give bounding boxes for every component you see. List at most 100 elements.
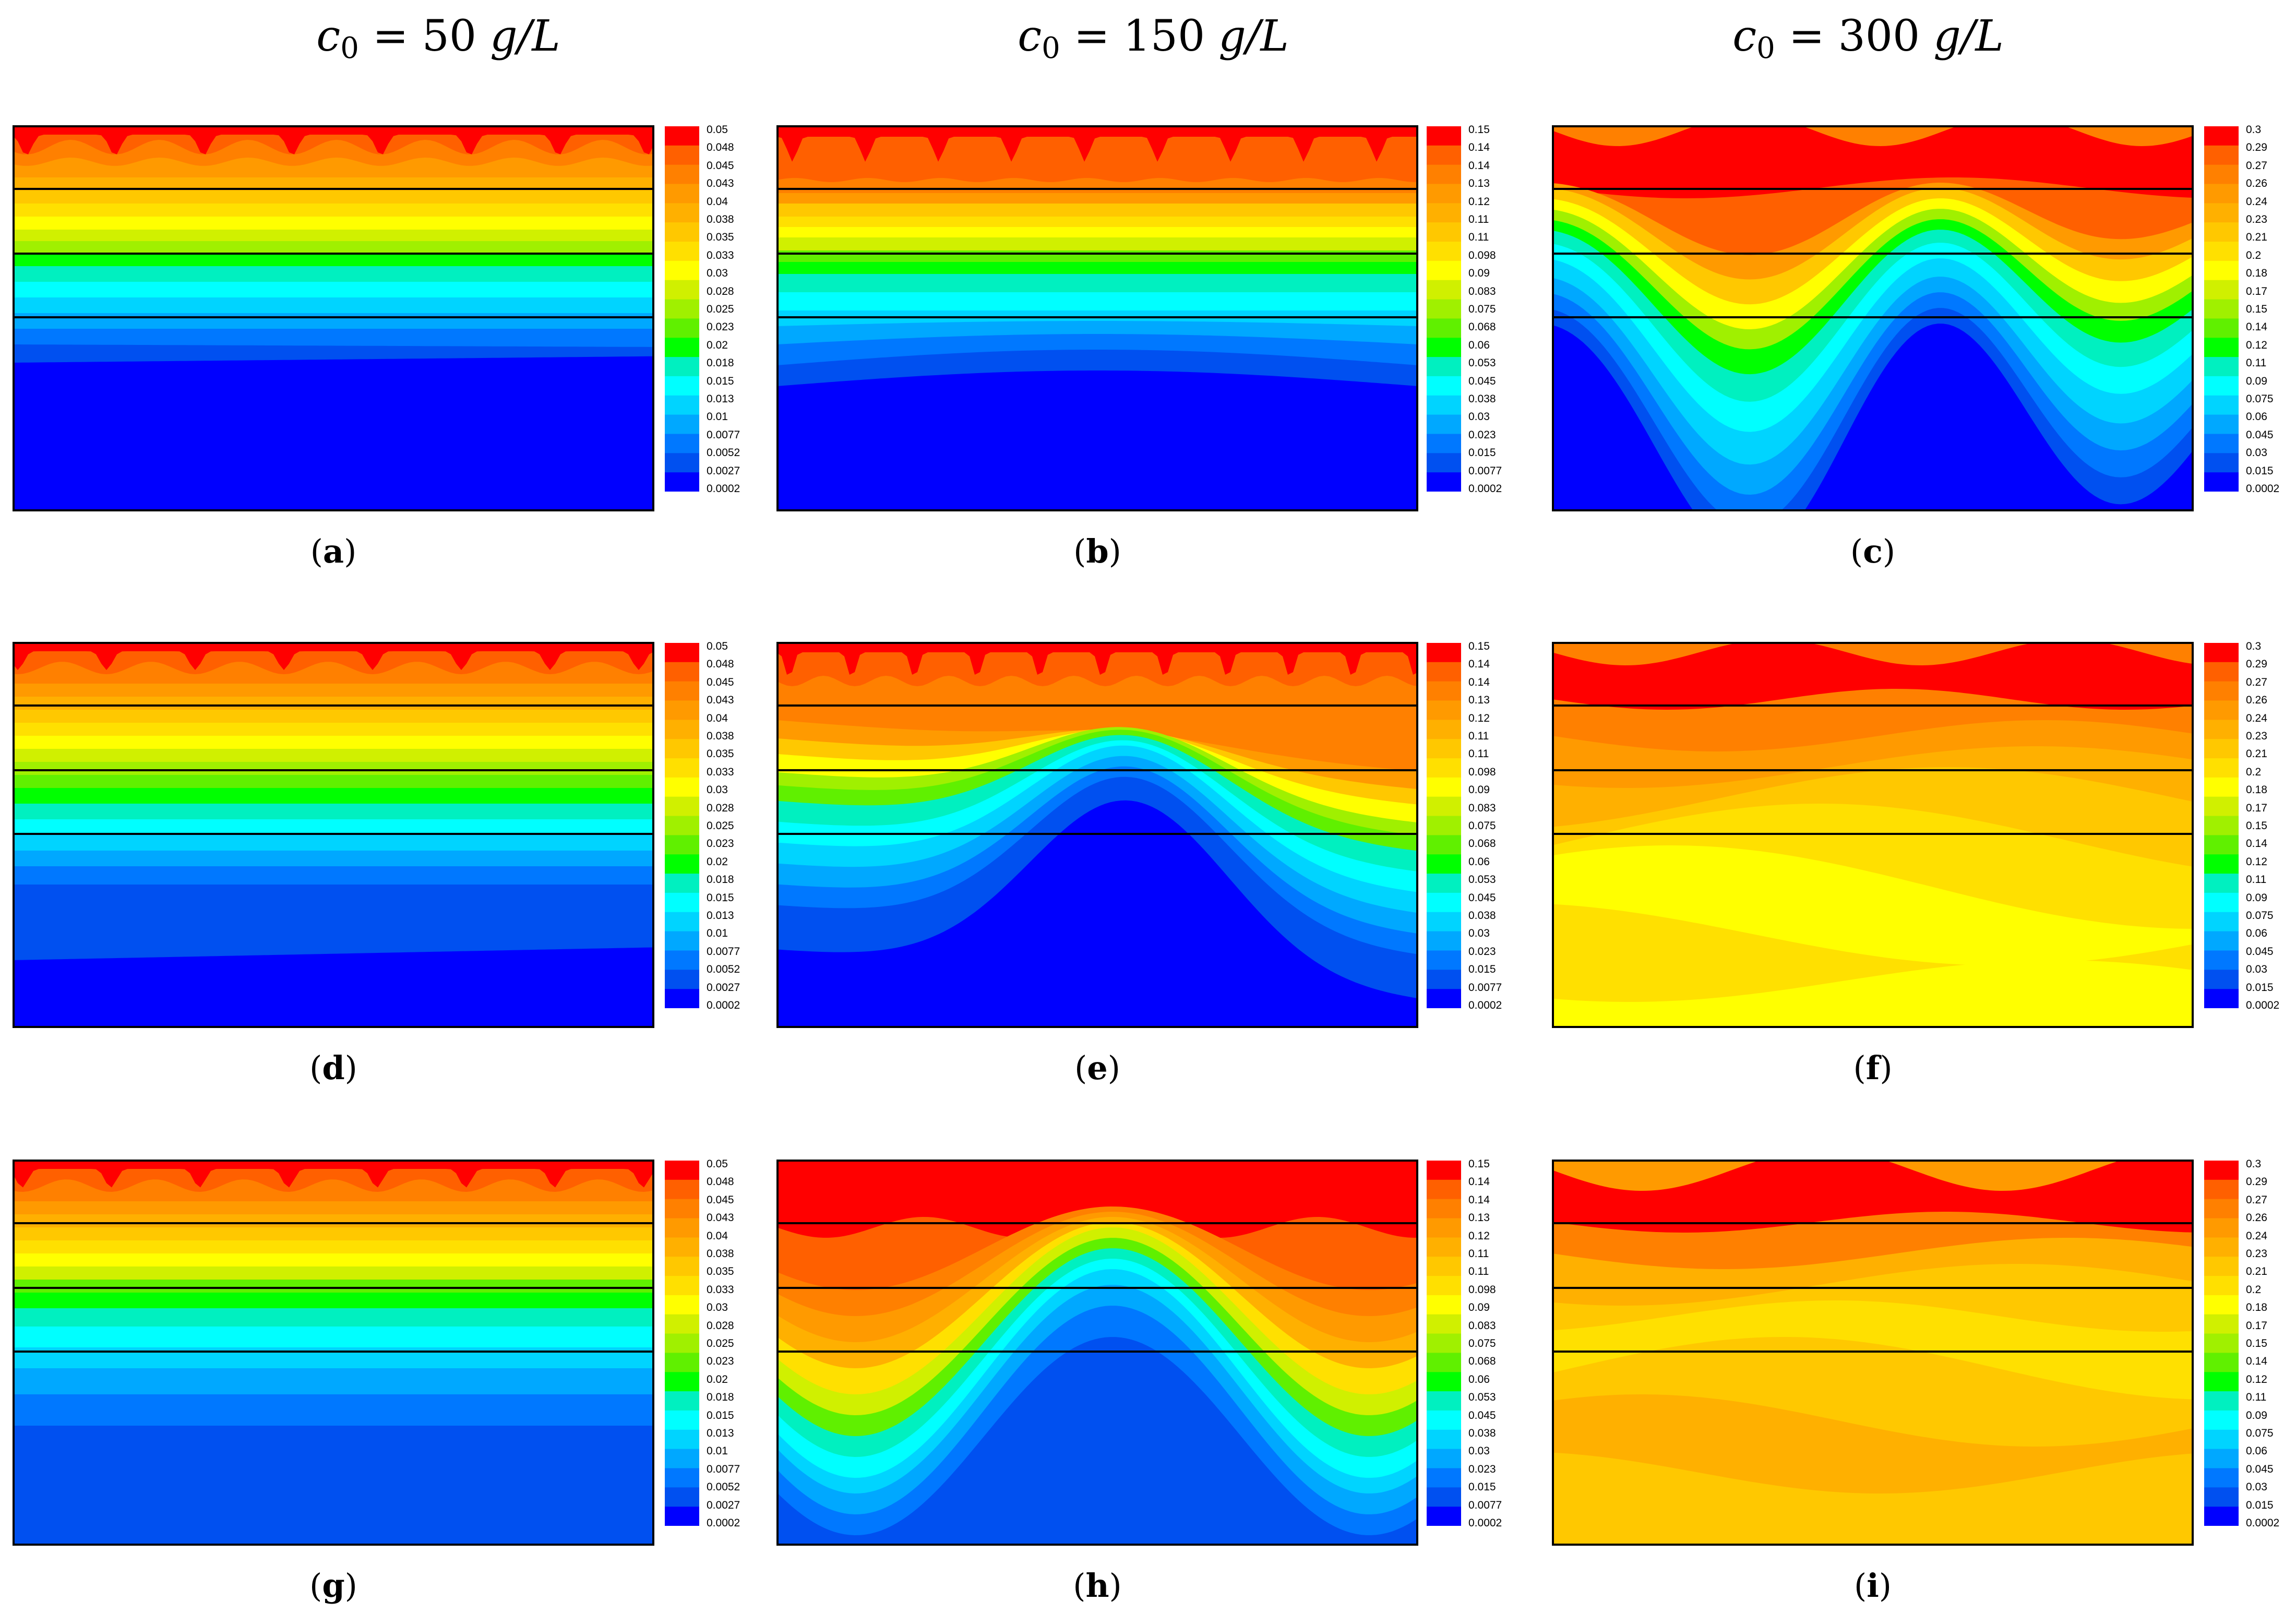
colorbar-swatch: [2204, 1314, 2239, 1334]
colorbar-tick-label: 0.11: [1468, 1248, 1489, 1260]
colorbar-swatch: [1427, 662, 1461, 682]
colorbar-swatch: [1427, 854, 1461, 874]
colorbar-tick-label: 0.13: [1468, 177, 1490, 190]
colorbar-swatch: [1427, 222, 1461, 242]
colorbar-tick-label: 0.083: [1468, 285, 1496, 297]
colorbar-tick-label: 0.018: [707, 1391, 734, 1404]
colorbar-tick-label: 0.24: [2246, 195, 2267, 208]
colorbar-swatch: [665, 145, 699, 165]
colorbar-tick-label: 0.03: [707, 1301, 728, 1314]
colorbar-swatch: [2204, 796, 2239, 817]
colorbar-swatch: [2204, 338, 2239, 357]
colorbar-tick-label: 0.11: [1468, 730, 1489, 742]
colorbar-tick-label: 0.06: [1468, 339, 1490, 351]
colorbar-tick-label: 0.0027: [707, 464, 740, 477]
colorbar-swatch: [2204, 1372, 2239, 1392]
colorbar-swatch: [665, 318, 699, 338]
colorbar-tick-label: 0.015: [1468, 447, 1496, 459]
colorbar-tick-label: 0.068: [1468, 1355, 1496, 1368]
colorbar-tick-label: 0.038: [707, 1248, 734, 1260]
colorbar-swatches: [665, 1161, 699, 1526]
colorbar-swatch: [2204, 280, 2239, 300]
colorbar-swatches: [665, 643, 699, 1008]
colorbar-tick-label: 0.023: [707, 321, 734, 333]
colorbar-swatch: [2204, 1257, 2239, 1276]
colorbar-tick-label: 0.048: [707, 658, 734, 671]
colorbar-tick-label: 0.098: [1468, 1283, 1496, 1296]
panel-caption-b: (b): [1073, 532, 1121, 570]
colorbar-swatch: [1427, 1333, 1461, 1353]
colorbar-swatch: [2204, 1353, 2239, 1372]
colorbar-tick-label: 0.0002: [707, 999, 740, 1011]
colorbar-swatch: [2204, 835, 2239, 855]
colorbar-swatches: [1427, 1161, 1461, 1526]
colorbar-tick-label: 0.21: [2246, 1265, 2267, 1278]
colorbar-swatch: [665, 816, 699, 835]
colorbar-tick-label: 0.11: [1468, 231, 1489, 244]
colorbar-swatch: [665, 681, 699, 701]
colorbar-swatch: [1427, 1353, 1461, 1372]
colorbar-tick-label: 0.075: [1468, 1337, 1496, 1349]
colorbar-swatch: [1427, 1199, 1461, 1219]
colorbar-swatch: [665, 1372, 699, 1392]
colorbar-tick-label: 0.028: [707, 1319, 734, 1332]
colorbar-tick-label: 0.29: [2246, 141, 2267, 154]
colorbar-swatch: [665, 892, 699, 913]
colorbar-swatch: [665, 643, 699, 663]
colorbar-tick-label: 0.29: [2246, 658, 2267, 671]
colorbar-swatch: [2204, 1161, 2239, 1180]
colorbar-swatch: [665, 1449, 699, 1468]
colorbar-tick-label: 0.048: [707, 1176, 734, 1188]
colorbar-swatch: [665, 1295, 699, 1315]
colorbar-tick-label: 0.17: [2246, 802, 2267, 814]
colorbar-swatch: [665, 662, 699, 682]
heading-value: = 50: [358, 11, 491, 61]
colorbar-swatch: [2204, 1410, 2239, 1430]
colorbar-tick-label: 0.053: [1468, 357, 1496, 369]
panel-frame: [1552, 642, 2194, 1028]
heading-symbol: c: [1018, 11, 1042, 61]
colorbar-swatch: [665, 1179, 699, 1200]
colorbar-swatch: [1427, 1468, 1461, 1488]
colorbar-tick-label: 0.0027: [707, 1499, 740, 1511]
colorbar-tick-label: 0.3: [2246, 1158, 2262, 1170]
colorbar-tick-label: 0.06: [2246, 927, 2267, 940]
colorbar-swatch: [1427, 145, 1461, 165]
colorbar-swatch: [665, 1257, 699, 1276]
colorbar-swatch: [665, 1353, 699, 1372]
colorbar-tick-label: 0.09: [2246, 891, 2267, 904]
colorbar-swatch: [1427, 816, 1461, 835]
colorbar-tick-label: 0.24: [2246, 712, 2267, 724]
colorbar-swatch: [665, 1314, 699, 1334]
colorbar-swatch: [665, 1391, 699, 1411]
panel-frame: [13, 125, 654, 511]
colorbar-tick-label: 0.27: [2246, 159, 2267, 172]
colorbar-tick-label: 0.02: [707, 855, 728, 868]
colorbar-swatch: [1427, 164, 1461, 185]
colorbar-tick-label: 0.045: [707, 159, 734, 172]
colorbar-tick-label: 0.045: [707, 676, 734, 688]
colorbar-swatch: [2204, 681, 2239, 701]
colorbar-tick-label: 0.015: [707, 375, 734, 387]
heading-unit: g/L: [1218, 11, 1289, 61]
colorbar-swatch: [665, 1429, 699, 1450]
colorbar-tick-label: 0.12: [2246, 855, 2267, 868]
colorbar-swatch: [1427, 260, 1461, 281]
colorbar-tick-label: 0.23: [2246, 213, 2267, 225]
colorbar-swatch: [1427, 835, 1461, 855]
colorbar-swatch: [665, 1276, 699, 1296]
colorbar-swatch: [665, 1237, 699, 1257]
colorbar-swatch: [2204, 145, 2239, 165]
colorbar-tick-label: 0.045: [1468, 375, 1496, 387]
panel-i: [1552, 1160, 2194, 1546]
colorbar-tick-label: 0.06: [2246, 411, 2267, 423]
colorbar-tick-label: 0.2: [2246, 766, 2262, 778]
colorbar-swatch: [2204, 950, 2239, 970]
colorbar-swatch: [1427, 720, 1461, 739]
colorbar-swatch: [665, 434, 699, 453]
colorbar-tick-label: 0.043: [707, 694, 734, 707]
colorbar-tick-label: 0.01: [707, 927, 728, 940]
colorbar-tick-label: 0.2: [2246, 249, 2262, 261]
colorbar-tick-label: 0.028: [707, 285, 734, 297]
colorbar-tick-label: 0.04: [707, 195, 728, 208]
